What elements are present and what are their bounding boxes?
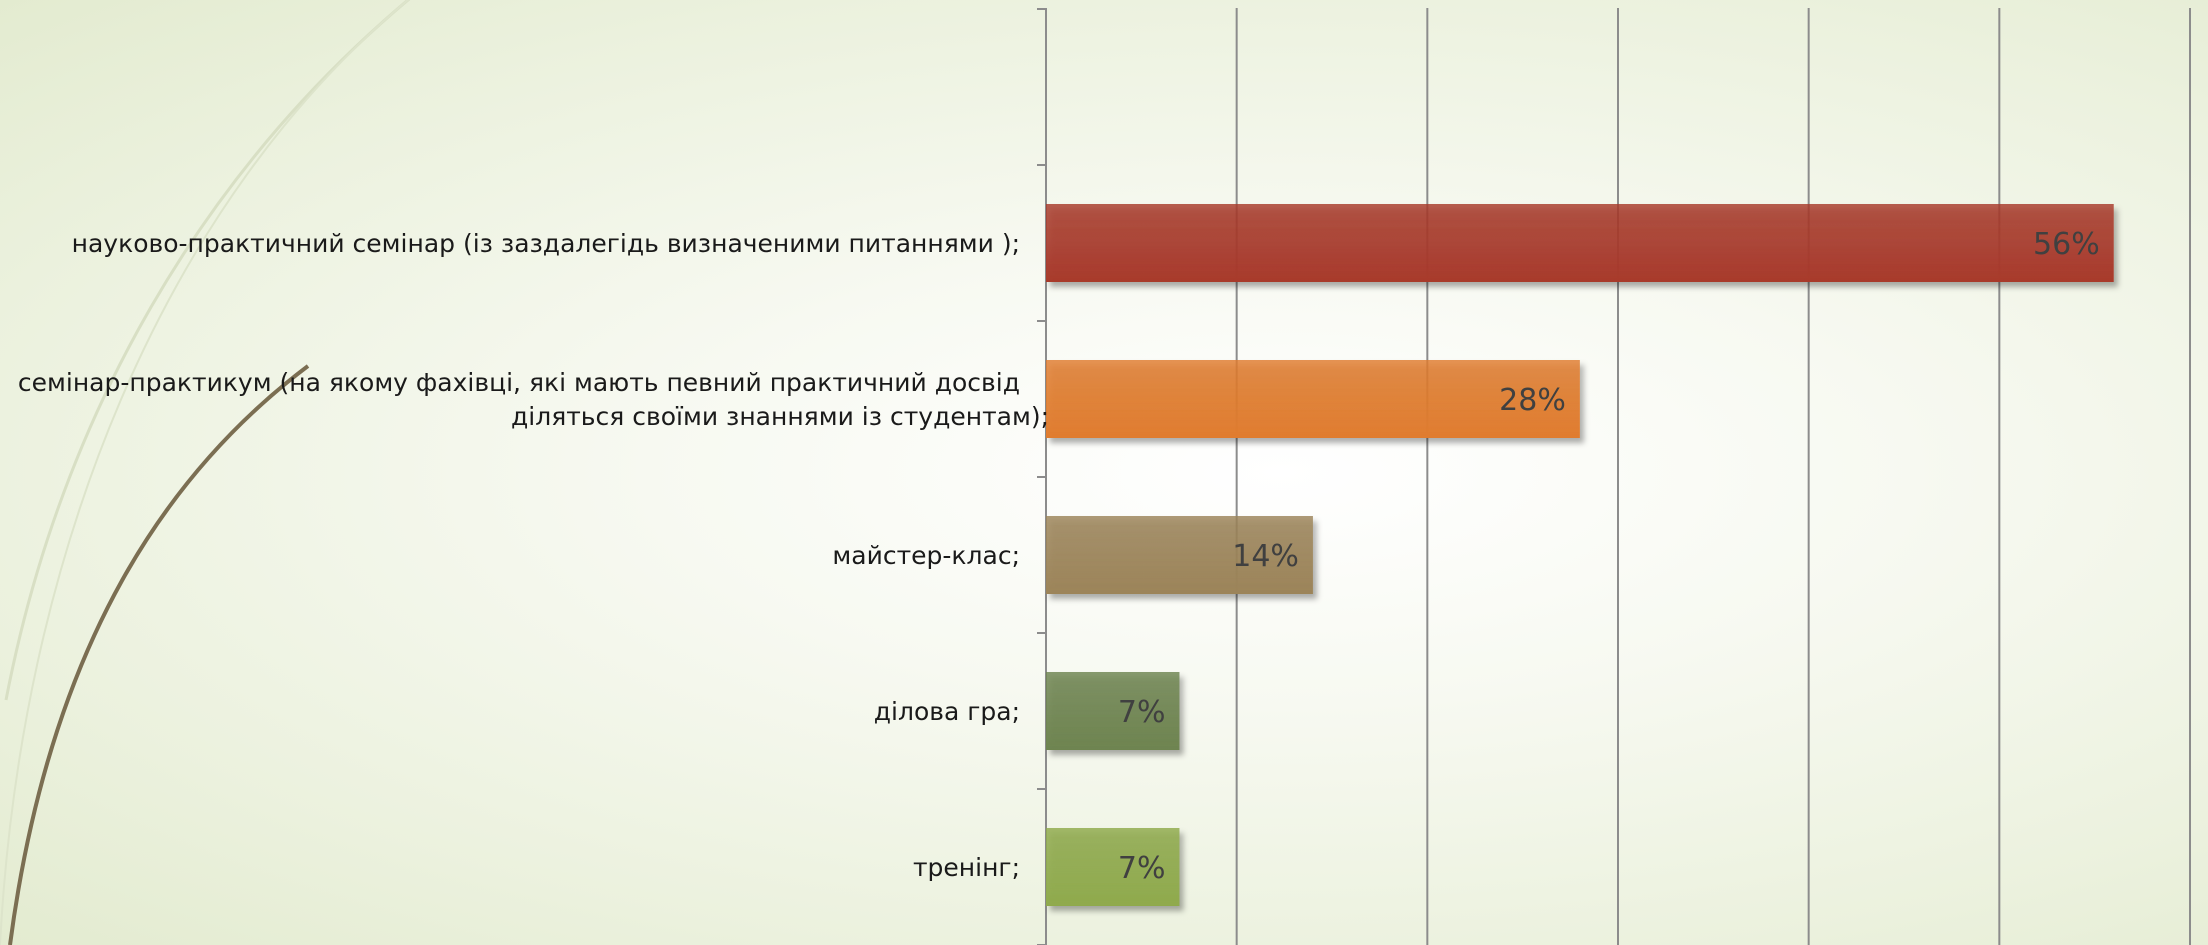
value-label-4: 28% xyxy=(1499,383,1566,418)
category-label-4: семінар-практикум (на якому фахівці, які… xyxy=(18,368,1049,431)
bar-4 xyxy=(1046,360,1580,438)
category-label-2: ділова гра; xyxy=(874,697,1020,726)
category-label-1: тренінг; xyxy=(913,853,1020,882)
value-label-3: 14% xyxy=(1232,539,1299,574)
value-label-2: 7% xyxy=(1118,695,1166,730)
value-label-1: 7% xyxy=(1118,851,1166,886)
bar-3 xyxy=(1046,516,1313,594)
category-axis xyxy=(1037,8,1047,945)
bar-5 xyxy=(1046,204,2114,282)
bar-2 xyxy=(1046,672,1180,750)
bars xyxy=(1046,204,2114,906)
category-labels: тренінг; ділова гра; майстер-клас; семінар-… xyxy=(18,229,1049,882)
category-label-5: науково-практичний семінар (із заздалегі… xyxy=(72,229,1020,258)
value-label-5: 56% xyxy=(2033,227,2100,262)
grid-lines xyxy=(1235,8,2191,945)
category-label-3: майстер-клас; xyxy=(832,541,1020,570)
bar-1 xyxy=(1046,828,1180,906)
value-labels: 7% 7% 14% 28% 56% xyxy=(1118,227,2100,886)
